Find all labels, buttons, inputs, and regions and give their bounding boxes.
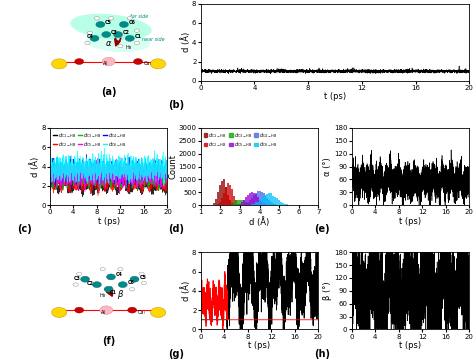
Circle shape (92, 282, 101, 287)
Circle shape (141, 281, 146, 285)
Circle shape (90, 35, 99, 41)
Circle shape (109, 17, 114, 20)
Text: (f): (f) (102, 336, 115, 346)
Circle shape (114, 31, 122, 37)
Circle shape (52, 59, 67, 69)
Y-axis label: d (Å): d (Å) (181, 32, 191, 52)
Text: (a): (a) (101, 87, 117, 97)
Polygon shape (201, 184, 319, 205)
Text: C1: C1 (135, 34, 142, 39)
X-axis label: t (ps): t (ps) (98, 217, 120, 226)
Circle shape (102, 57, 115, 66)
Circle shape (102, 31, 111, 37)
X-axis label: t (ps): t (ps) (399, 217, 421, 226)
Text: C3: C3 (111, 30, 118, 35)
Circle shape (107, 274, 116, 280)
Text: C3: C3 (73, 276, 80, 281)
Legend: $d_{\rm C2-HB}$, $d_{\rm C5-HB}$, $d_{\rm C6-HB}$: $d_{\rm C2-HB}$, $d_{\rm C5-HB}$, $d_{\r… (203, 140, 278, 150)
Legend: $d_{\rm C2-HB}$, $d_{\rm C5-HB}$, $d_{\rm C6-HB}$: $d_{\rm C2-HB}$, $d_{\rm C5-HB}$, $d_{\r… (52, 140, 127, 150)
Circle shape (75, 59, 84, 64)
Text: (b): (b) (168, 100, 184, 110)
Text: C2: C2 (86, 281, 93, 286)
Text: $\beta$: $\beta$ (117, 288, 124, 301)
Circle shape (81, 276, 90, 282)
Text: C4: C4 (86, 34, 93, 39)
Polygon shape (201, 191, 319, 205)
Text: near side: near side (142, 37, 164, 42)
Text: O$_{Al}$: O$_{Al}$ (137, 308, 146, 317)
Text: (e): (e) (314, 224, 329, 235)
X-axis label: t (ps): t (ps) (324, 92, 346, 101)
Circle shape (130, 276, 139, 282)
Circle shape (139, 272, 144, 275)
Text: (h): (h) (314, 349, 330, 359)
Circle shape (87, 31, 92, 35)
Circle shape (127, 17, 132, 20)
Circle shape (104, 286, 113, 292)
Text: C5: C5 (105, 20, 112, 25)
X-axis label: t (ps): t (ps) (248, 341, 271, 350)
Polygon shape (201, 199, 319, 205)
Text: Al: Al (101, 310, 106, 315)
Y-axis label: α (°): α (°) (323, 157, 332, 176)
Text: $\alpha$: $\alpha$ (105, 39, 112, 48)
Circle shape (119, 21, 128, 28)
Text: C1: C1 (110, 290, 117, 295)
Text: Al: Al (103, 62, 108, 66)
Y-axis label: d (Å): d (Å) (30, 156, 40, 177)
Circle shape (75, 307, 84, 313)
Circle shape (100, 306, 113, 314)
Circle shape (125, 35, 134, 41)
Text: C6: C6 (128, 20, 135, 25)
Text: C2: C2 (122, 30, 129, 35)
Circle shape (118, 268, 123, 271)
Circle shape (94, 17, 100, 20)
Text: far side: far side (130, 13, 148, 18)
Circle shape (85, 41, 90, 45)
Circle shape (52, 307, 67, 317)
Y-axis label: β (°): β (°) (323, 282, 332, 300)
X-axis label: d (Å): d (Å) (249, 217, 270, 227)
Circle shape (100, 268, 105, 271)
X-axis label: t (ps): t (ps) (399, 341, 421, 350)
Text: O$_{Al}$: O$_{Al}$ (143, 59, 153, 68)
Text: C4: C4 (116, 273, 123, 278)
Text: (g): (g) (168, 349, 184, 359)
Circle shape (150, 59, 166, 69)
Circle shape (118, 282, 127, 287)
Text: H$_B$: H$_B$ (125, 43, 133, 52)
Y-axis label: d (Å): d (Å) (181, 281, 191, 301)
Y-axis label: Count: Count (168, 154, 177, 179)
Ellipse shape (70, 14, 152, 40)
Circle shape (128, 307, 137, 313)
Text: C5: C5 (139, 275, 146, 280)
Circle shape (134, 59, 143, 64)
Text: (d): (d) (168, 224, 184, 235)
Polygon shape (201, 179, 319, 205)
Circle shape (150, 307, 166, 317)
Circle shape (134, 29, 139, 32)
Text: (c): (c) (17, 224, 32, 235)
Text: H$_B$: H$_B$ (99, 291, 107, 300)
Ellipse shape (86, 33, 150, 52)
Circle shape (129, 287, 135, 291)
Circle shape (134, 41, 139, 45)
Polygon shape (201, 192, 319, 205)
Circle shape (77, 272, 82, 275)
Circle shape (73, 283, 78, 286)
Circle shape (118, 45, 123, 48)
Circle shape (96, 21, 105, 28)
Text: C6: C6 (128, 280, 135, 285)
Polygon shape (201, 193, 319, 205)
